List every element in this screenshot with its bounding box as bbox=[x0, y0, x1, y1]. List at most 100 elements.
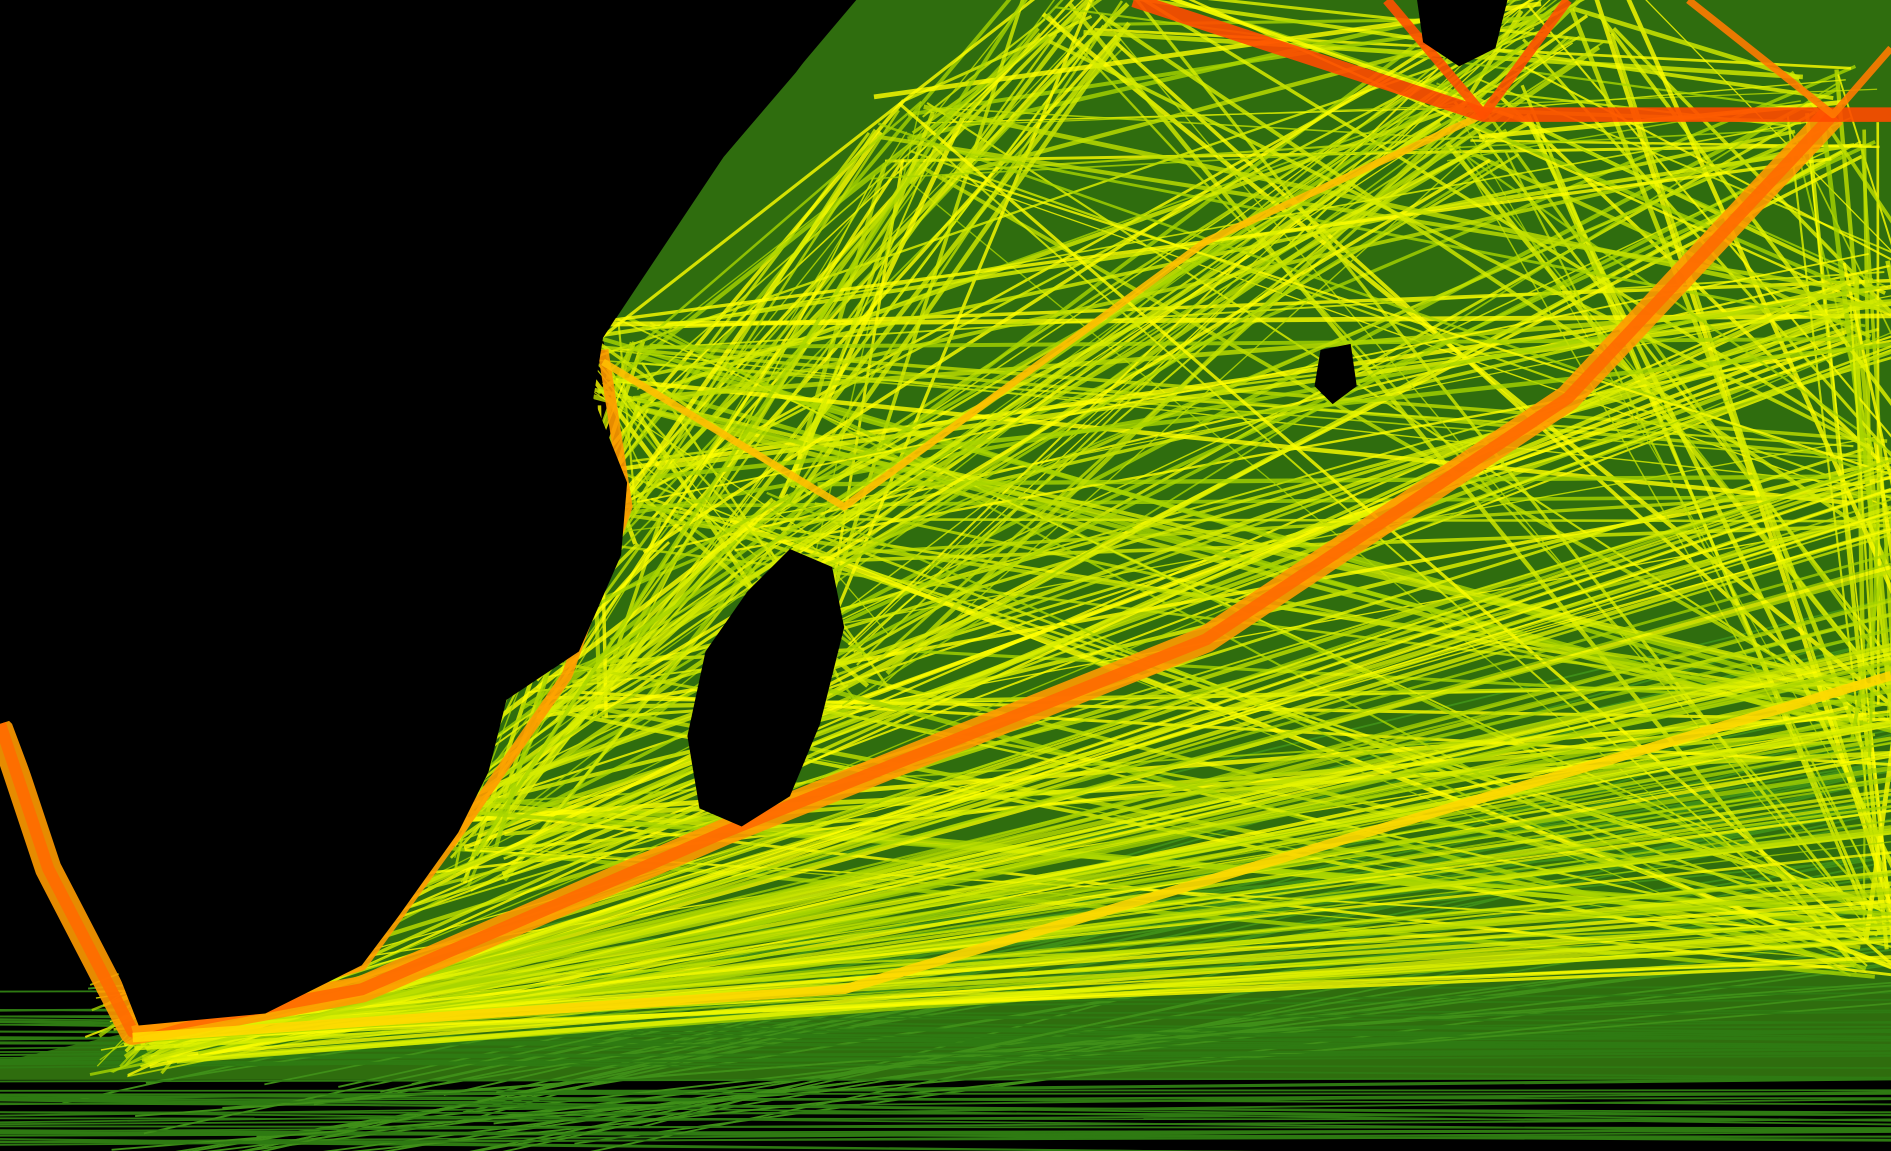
route-line bbox=[885, 0, 1583, 676]
route-line bbox=[960, 175, 1891, 476]
route-line bbox=[645, 2, 1130, 488]
route-line bbox=[0, 1118, 1891, 1133]
route-line bbox=[817, 474, 1844, 487]
route-line bbox=[536, 497, 775, 725]
route-line bbox=[427, 512, 1891, 890]
route-line bbox=[133, 924, 1891, 1044]
route-line bbox=[0, 1055, 1891, 1066]
main-route bbox=[132, 671, 1891, 1043]
route-line bbox=[415, 457, 1891, 821]
main-route bbox=[1686, 0, 1891, 119]
route-line bbox=[779, 148, 935, 500]
route-line bbox=[351, 990, 1891, 1151]
route-line bbox=[605, 0, 1028, 524]
route-line bbox=[1569, 7, 1873, 770]
route-line bbox=[933, 145, 1866, 328]
route-line bbox=[1645, 0, 1891, 252]
route-line bbox=[194, 899, 1891, 1030]
route-line bbox=[923, 104, 1891, 314]
route-line bbox=[176, 955, 1891, 1041]
main-route bbox=[601, 111, 1485, 511]
route-line bbox=[143, 612, 1891, 1063]
route-line bbox=[1494, 90, 1891, 475]
route-line bbox=[790, 36, 1122, 506]
route-line bbox=[642, 0, 1508, 554]
route-line bbox=[922, 18, 1046, 118]
route-line bbox=[159, 776, 1891, 1030]
route-line bbox=[1863, 740, 1891, 941]
route-line bbox=[197, 661, 1891, 1055]
route-line bbox=[472, 0, 1027, 858]
small-island bbox=[1417, 0, 1508, 67]
route-line bbox=[143, 761, 1891, 1135]
route-line bbox=[202, 656, 1891, 1032]
route-line bbox=[182, 723, 1891, 1041]
route-line bbox=[1572, 6, 1801, 81]
route-line bbox=[540, 120, 1442, 719]
route-line bbox=[0, 1131, 1891, 1146]
route-line bbox=[818, 120, 1532, 490]
route-line bbox=[811, 0, 1025, 656]
route-line bbox=[946, 107, 1445, 139]
route-line bbox=[637, 113, 948, 355]
route-line bbox=[1450, 113, 1876, 301]
route-line bbox=[1048, 39, 1875, 452]
route-line bbox=[506, 818, 1891, 1098]
madagascar-land bbox=[687, 548, 845, 827]
route-line bbox=[823, 158, 905, 637]
route-line bbox=[1849, 509, 1891, 742]
route-line bbox=[632, 301, 1891, 463]
route-line bbox=[902, 0, 1064, 171]
route-line bbox=[1597, 13, 1891, 406]
route-line bbox=[0, 1111, 1891, 1116]
route-line bbox=[111, 1002, 1891, 1151]
route-line bbox=[897, 101, 1891, 966]
route-line bbox=[930, 143, 1868, 967]
route-line bbox=[615, 378, 1850, 505]
route-line bbox=[0, 1117, 1891, 1121]
route-line bbox=[1099, 13, 1863, 530]
route-line bbox=[140, 647, 1891, 1046]
africa-land bbox=[0, 0, 851, 1026]
route-line bbox=[820, 150, 1844, 701]
route-line bbox=[790, 111, 935, 489]
route-line bbox=[0, 1130, 1891, 1137]
route-line bbox=[1868, 471, 1881, 757]
small-island bbox=[1314, 343, 1357, 405]
route-line bbox=[636, 128, 877, 503]
route-line bbox=[624, 130, 883, 498]
main-route bbox=[0, 110, 1838, 1038]
route-line bbox=[613, 109, 900, 546]
route-line bbox=[884, 143, 1872, 163]
route-line bbox=[0, 1111, 1891, 1133]
route-line bbox=[0, 1140, 1263, 1151]
route-line bbox=[1860, 148, 1891, 660]
route-line bbox=[1207, 0, 1613, 44]
route-line bbox=[734, 339, 1891, 552]
route-line bbox=[609, 484, 809, 643]
route-line bbox=[649, 321, 1852, 977]
route-line bbox=[0, 1076, 1891, 1083]
route-line bbox=[493, 962, 1891, 1125]
route-line bbox=[609, 100, 923, 371]
route-line bbox=[1865, 518, 1891, 581]
route-line bbox=[579, 0, 1036, 356]
route-line bbox=[761, 489, 1891, 561]
route-line bbox=[0, 1048, 1891, 1059]
route-line bbox=[0, 1092, 1891, 1096]
route-line bbox=[169, 779, 1891, 1050]
route-line bbox=[729, 518, 1891, 970]
route-line bbox=[870, 129, 1786, 180]
route-line bbox=[134, 938, 1891, 1051]
route-line bbox=[812, 130, 1815, 573]
route-line bbox=[617, 318, 1891, 917]
route-line bbox=[1046, 12, 1891, 924]
route-line bbox=[554, 33, 1058, 722]
route-line bbox=[773, 41, 1605, 580]
route-line bbox=[0, 1048, 1891, 1069]
route-line bbox=[807, 312, 1845, 687]
route-line bbox=[162, 851, 1891, 1029]
